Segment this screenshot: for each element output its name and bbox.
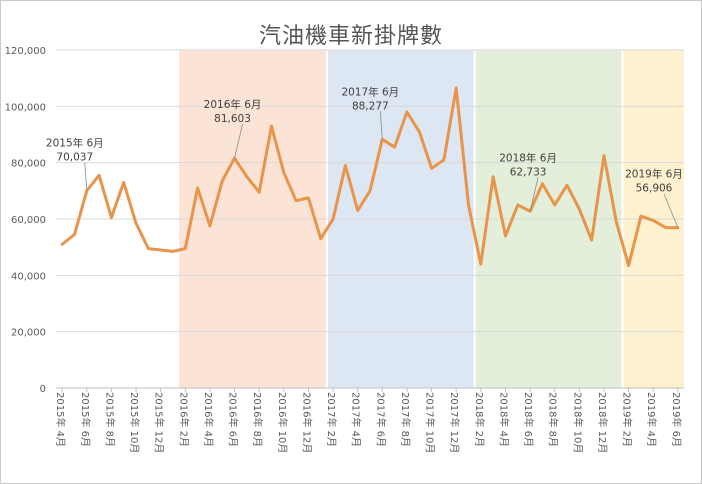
data-point <box>393 145 396 149</box>
x-tick-label: 2017年 6月 <box>374 392 387 447</box>
data-point <box>553 203 556 207</box>
data-point <box>516 203 519 207</box>
data-point <box>368 189 372 193</box>
annotation-leader-2 <box>379 111 383 140</box>
data-point <box>110 216 113 219</box>
x-tick-label: 2018年 6月 <box>522 392 535 447</box>
x-tick-label: 2015年 10月 <box>128 392 141 453</box>
data-point <box>602 154 606 157</box>
data-point <box>578 207 581 211</box>
data-point <box>294 199 298 202</box>
annotation-date-3: 2018年 6月 <box>499 151 557 164</box>
data-point <box>196 186 199 190</box>
data-point <box>307 196 310 200</box>
data-point <box>454 86 458 90</box>
y-tick-label: 60,000 <box>11 215 46 226</box>
data-point <box>344 164 347 167</box>
x-tick-label: 2016年 4月 <box>202 392 215 447</box>
x-tick-label: 2015年 4月 <box>54 392 67 447</box>
x-tick-label: 2017年 4月 <box>350 392 363 447</box>
data-point <box>331 217 335 221</box>
y-tick-label: 40,000 <box>11 271 46 282</box>
annotation-leader-3 <box>529 177 539 212</box>
x-tick-label: 2016年 10月 <box>276 392 289 453</box>
data-point <box>479 262 483 266</box>
data-point <box>639 214 643 218</box>
data-point <box>134 222 138 225</box>
annotation-value-1: 81,603 <box>214 113 251 125</box>
annotation-leader-4 <box>663 193 679 228</box>
x-tick-label: 2015年 6月 <box>79 392 92 447</box>
data-point <box>221 179 224 183</box>
x-tick-label: 2016年 12月 <box>300 392 313 453</box>
x-tick-label: 2016年 8月 <box>251 392 264 447</box>
y-tick-label: 20,000 <box>11 328 46 339</box>
annotation-date-4: 2019年 6月 <box>625 168 683 181</box>
y-tick-label: 120,000 <box>5 46 46 57</box>
x-tick-label: 2019年 4月 <box>645 392 658 447</box>
x-tick-label: 2015年 12月 <box>153 392 166 453</box>
x-tick-label: 2015年 8月 <box>103 392 116 447</box>
data-point <box>282 171 286 174</box>
x-tick-label: 2018年 8月 <box>547 392 560 447</box>
x-tick-label: 2018年 2月 <box>473 392 486 447</box>
annotation-date-1: 2016年 6月 <box>204 98 262 111</box>
data-point <box>245 175 249 178</box>
annotation-value-2: 88,277 <box>352 100 389 112</box>
data-point <box>418 130 421 133</box>
annotation-leader-0 <box>84 162 88 191</box>
data-point <box>257 191 261 194</box>
data-point <box>467 203 470 207</box>
annotation-value-4: 56,906 <box>636 183 673 195</box>
x-tick-label: 2017年 2月 <box>325 392 338 447</box>
x-tick-label: 2017年 8月 <box>399 392 412 447</box>
x-tick-label: 2017年 10月 <box>424 392 437 453</box>
y-tick-label: 80,000 <box>11 159 46 170</box>
data-point <box>405 110 409 114</box>
data-point <box>73 233 76 236</box>
data-point <box>270 124 273 128</box>
data-point <box>615 220 618 224</box>
data-point <box>319 237 322 240</box>
chart-title: 汽油機車新掛牌數 <box>258 24 443 49</box>
data-point <box>122 181 125 184</box>
data-point <box>652 219 655 222</box>
data-point <box>627 264 630 267</box>
x-tick-label: 2019年 2月 <box>621 392 634 447</box>
data-point <box>565 184 569 187</box>
data-point <box>356 209 359 212</box>
annotation-value-3: 62,733 <box>510 166 547 178</box>
x-tick-label: 2017年 12月 <box>448 392 461 453</box>
y-tick-label: 100,000 <box>5 102 46 113</box>
y-tick-label: 0 <box>40 384 46 395</box>
data-point <box>590 238 593 242</box>
x-tick-label: 2019年 6月 <box>670 392 683 447</box>
annotation-date-0: 2015年 6月 <box>46 137 104 150</box>
annotation-value-0: 70,037 <box>56 152 93 164</box>
x-tick-label: 2016年 2月 <box>177 392 190 447</box>
data-point <box>442 158 446 162</box>
x-tick-label: 2018年 10月 <box>571 392 584 453</box>
data-point <box>541 182 544 185</box>
data-point <box>504 234 507 238</box>
x-tick-label: 2018年 12月 <box>596 392 609 453</box>
data-point <box>430 167 433 170</box>
data-point <box>97 174 101 177</box>
data-point <box>664 226 667 229</box>
data-point <box>184 247 187 250</box>
data-point <box>147 247 150 250</box>
data-point <box>171 250 175 253</box>
annotation-date-2: 2017年 6月 <box>341 85 399 98</box>
data-point <box>208 224 212 228</box>
x-tick-label: 2018年 4月 <box>497 392 510 447</box>
data-point <box>60 243 64 246</box>
x-tick-label: 2016年 6月 <box>227 392 240 447</box>
data-point <box>159 248 162 252</box>
annotation-leader-1 <box>234 124 243 159</box>
data-point <box>491 175 495 178</box>
